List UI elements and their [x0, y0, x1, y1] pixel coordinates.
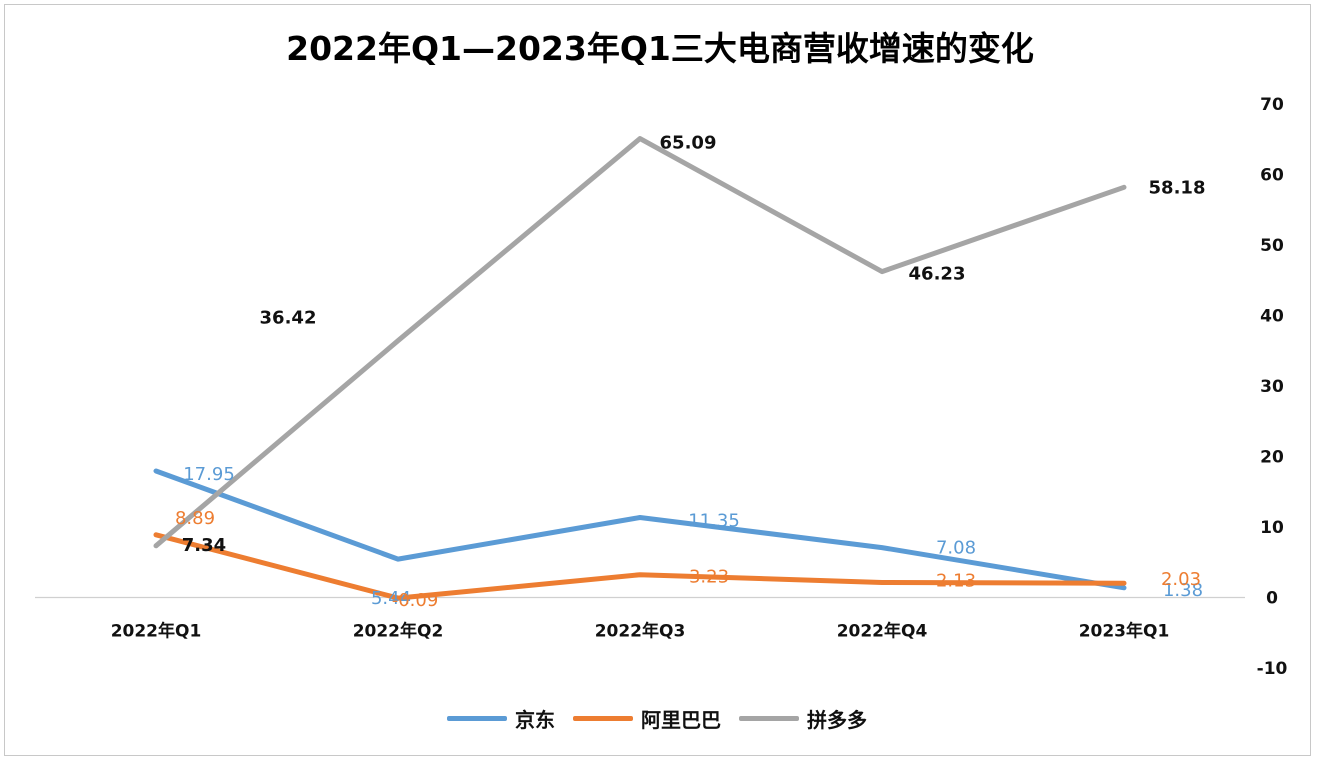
data-label: 1.38 — [1163, 580, 1203, 601]
data-label: 58.18 — [1149, 177, 1206, 198]
data-label: 65.09 — [660, 133, 717, 154]
data-label: 8.89 — [175, 508, 215, 529]
series-line-1 — [153, 532, 1127, 601]
y-tick-label: 70 — [1260, 95, 1284, 115]
legend-label-alibaba: 阿里巴巴 — [641, 708, 721, 732]
legend-item-jd: 京东 — [447, 704, 555, 733]
x-tick-label: 2022年Q1 — [111, 621, 202, 642]
legend-swatch-jd — [447, 716, 507, 721]
data-label: -0.09 — [392, 590, 439, 611]
legend-label-pdd: 拼多多 — [807, 708, 867, 732]
y-tick-label: 40 — [1260, 307, 1284, 327]
data-label: 36.42 — [260, 308, 317, 329]
data-label: 2.03 — [1161, 569, 1201, 590]
x-tick-label: 2022年Q3 — [595, 621, 686, 642]
y-tick-label: 10 — [1260, 518, 1284, 538]
legend-label-jd: 京东 — [515, 708, 555, 732]
chart-title: 2022年Q1—2023年Q1三大电商营收增速的变化 — [286, 29, 1034, 68]
series-line-0 — [153, 468, 1127, 591]
x-tick-label: 2022年Q4 — [837, 621, 928, 642]
series-line-2 — [153, 136, 1127, 549]
data-label: 7.08 — [936, 538, 976, 559]
data-label: 3.23 — [689, 567, 729, 588]
legend-item-pdd: 拼多多 — [739, 704, 867, 733]
x-tick-label: 2023年Q1 — [1079, 621, 1170, 642]
data-label: 46.23 — [909, 264, 966, 285]
data-label: 7.34 — [182, 535, 226, 556]
legend-swatch-alibaba — [573, 716, 633, 721]
legend-item-alibaba: 阿里巴巴 — [573, 704, 721, 733]
data-label: 2.13 — [936, 570, 976, 591]
data-label: 17.95 — [183, 464, 235, 485]
chart-frame — [4, 4, 1311, 756]
chart-legend: 京东 阿里巴巴 拼多多 — [447, 704, 867, 733]
data-label: 11.35 — [688, 510, 740, 531]
y-tick-label: 50 — [1260, 236, 1284, 256]
data-label: 5.44 — [371, 588, 411, 609]
y-tick-label: 60 — [1260, 166, 1284, 186]
y-tick-label: 30 — [1260, 377, 1284, 397]
legend-swatch-pdd — [739, 716, 799, 721]
x-tick-label: 2022年Q2 — [353, 621, 444, 642]
y-tick-label: 20 — [1260, 448, 1284, 468]
y-tick-label: -10 — [1257, 659, 1288, 679]
y-tick-label: 0 — [1266, 589, 1278, 609]
